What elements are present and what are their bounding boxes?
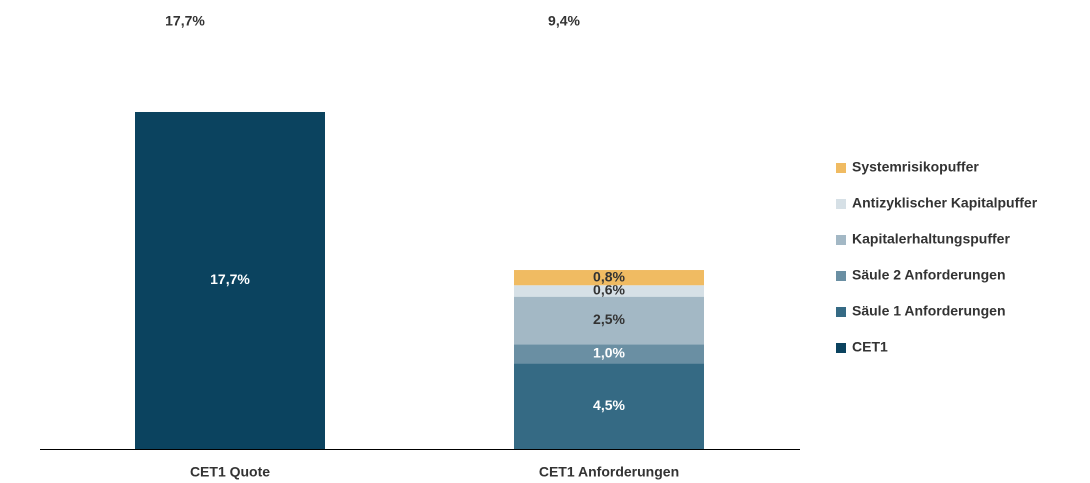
bar-segment	[135, 112, 325, 449]
data-label: 17,7%	[210, 271, 250, 287]
legend-label: Systemrisikopuffer	[852, 159, 979, 175]
bar-segment	[514, 296, 704, 345]
legend-label: Säule 1 Anforderungen	[852, 303, 1006, 319]
bar-segment	[514, 363, 704, 449]
data-label: 1,0%	[593, 345, 625, 361]
legend-swatch	[836, 235, 846, 245]
bar-segment	[514, 270, 704, 286]
data-label: 0,6%	[593, 282, 625, 298]
bar-segment	[514, 344, 704, 364]
legend-label: Antizyklischer Kapitalpuffer	[852, 195, 1038, 211]
total-label: 17,7%	[165, 13, 205, 29]
legend-swatch	[836, 271, 846, 281]
bar-segment	[514, 285, 704, 297]
category-label: CET1 Anforderungen	[539, 464, 679, 480]
legend-label: Kapitalerhaltungspuffer	[852, 231, 1010, 247]
data-label: 4,5%	[593, 397, 625, 413]
legend-swatch	[836, 343, 846, 353]
legend-label: Säule 2 Anforderungen	[852, 267, 1006, 283]
data-label: 0,8%	[593, 268, 625, 284]
legend-swatch	[836, 307, 846, 317]
legend-label: CET1	[852, 339, 888, 355]
category-label: CET1 Quote	[190, 464, 270, 480]
data-label: 2,5%	[593, 311, 625, 327]
total-label: 9,4%	[548, 13, 580, 29]
legend-swatch	[836, 199, 846, 209]
legend-swatch	[836, 163, 846, 173]
